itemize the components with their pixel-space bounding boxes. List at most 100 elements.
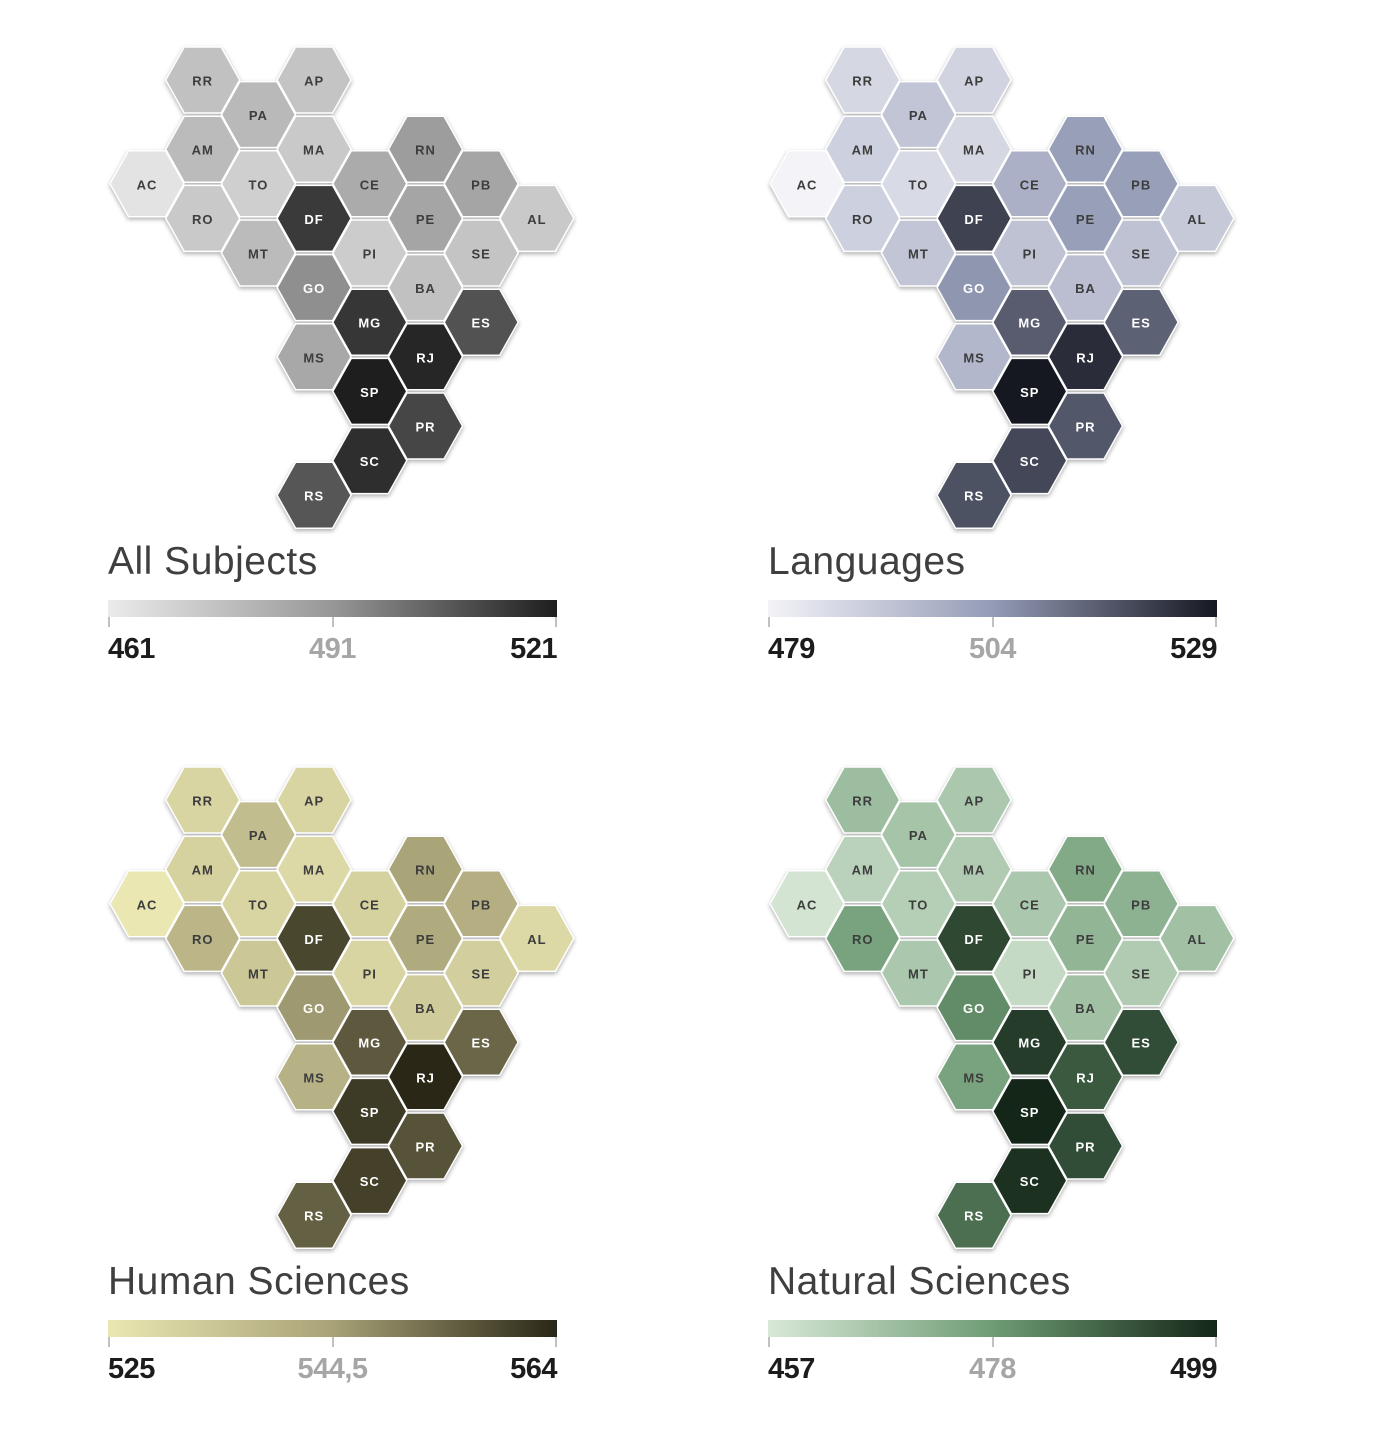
hex-label-SP: SP xyxy=(360,385,379,400)
hex-ES xyxy=(443,288,520,356)
hex-label-AM: AM xyxy=(192,143,214,158)
hex-label-PE: PE xyxy=(416,932,435,947)
hex-label-CE: CE xyxy=(360,897,380,912)
chart-title: Natural Sciences xyxy=(768,1260,1071,1303)
hex-AL xyxy=(1159,904,1235,973)
hex-label-RS: RS xyxy=(964,489,984,504)
hex-label-CE: CE xyxy=(1020,897,1040,912)
panel-human-sciences: AC RR AM RO PA TO MT AP MA DF GO MS RS CE PI MG SP SC RN PE… xyxy=(0,720,660,1440)
hex-BA xyxy=(1047,973,1124,1042)
hex-label-MG: MG xyxy=(1018,316,1041,331)
hex-DF xyxy=(276,184,352,253)
legend-gradient-bar xyxy=(768,1320,1217,1337)
legend-max-label: 521 xyxy=(510,633,557,665)
hex-label-MS: MS xyxy=(303,1070,325,1085)
hex-RS xyxy=(936,1181,1012,1249)
hex-PB xyxy=(443,870,520,938)
hex-label-ES: ES xyxy=(1132,316,1151,331)
hex-PE xyxy=(1047,904,1124,973)
chart-title: Languages xyxy=(768,540,966,583)
hex-label-RN: RN xyxy=(415,143,436,158)
hex-SP xyxy=(991,357,1068,426)
hex-label-AC: AC xyxy=(797,177,818,192)
hex-MS xyxy=(276,1043,352,1111)
hex-label-AP: AP xyxy=(304,794,324,809)
hex-MT xyxy=(880,939,957,1007)
hex-TO xyxy=(880,870,957,938)
hex-label-MS: MS xyxy=(963,350,985,365)
hex-MG xyxy=(331,288,408,356)
legend-tick-max xyxy=(555,617,557,627)
hex-label-RR: RR xyxy=(852,794,873,809)
hex-label-DF: DF xyxy=(304,212,323,227)
hex-RR xyxy=(824,766,901,834)
hex-label-PE: PE xyxy=(1076,932,1095,947)
hex-label-AC: AC xyxy=(797,897,818,912)
hex-label-BA: BA xyxy=(415,1001,436,1016)
hex-label-RN: RN xyxy=(1075,863,1096,878)
hex-CE xyxy=(331,150,408,218)
hex-label-SC: SC xyxy=(1020,454,1040,469)
hex-BA xyxy=(387,973,464,1042)
hex-label-PE: PE xyxy=(1076,212,1095,227)
legend-tick-min xyxy=(108,1337,110,1347)
hex-PA xyxy=(220,800,297,869)
hex-AL xyxy=(499,184,575,253)
hex-RR xyxy=(824,46,901,114)
legend-min-label: 461 xyxy=(108,633,155,665)
hex-AP xyxy=(936,766,1012,834)
hex-label-TO: TO xyxy=(908,897,928,912)
hex-MS xyxy=(936,323,1012,391)
legend-max-label: 499 xyxy=(1170,1353,1217,1385)
hex-label-RO: RO xyxy=(192,932,214,947)
hex-AP xyxy=(936,46,1012,114)
hex-label-RJ: RJ xyxy=(416,350,435,365)
hex-label-AL: AL xyxy=(527,932,546,947)
hex-label-GO: GO xyxy=(303,1001,325,1016)
hex-label-MA: MA xyxy=(303,863,325,878)
panel-natural-sciences: AC RR AM RO PA TO MT AP MA DF GO MS RS CE PI MG SP SC RN PE… xyxy=(660,720,1320,1440)
hex-label-AM: AM xyxy=(852,143,874,158)
hex-PB xyxy=(1103,150,1180,218)
hex-label-TO: TO xyxy=(248,177,268,192)
hex-label-RO: RO xyxy=(192,212,214,227)
hex-label-DF: DF xyxy=(964,932,983,947)
hex-SP xyxy=(331,1077,408,1146)
hex-SC xyxy=(991,1146,1068,1215)
hex-PA xyxy=(220,80,297,149)
hex-label-RR: RR xyxy=(192,794,213,809)
hex-label-PA: PA xyxy=(909,108,928,123)
legend-tick-max xyxy=(1215,617,1217,627)
hex-MT xyxy=(880,219,957,287)
hex-label-RO: RO xyxy=(852,932,874,947)
hex-label-PR: PR xyxy=(415,420,435,435)
hex-label-GO: GO xyxy=(963,1001,985,1016)
hex-SP xyxy=(991,1077,1068,1146)
hex-label-RO: RO xyxy=(852,212,874,227)
hex-PI xyxy=(331,219,408,287)
hex-PE xyxy=(387,184,464,253)
hex-label-PB: PB xyxy=(1131,897,1151,912)
hex-ES xyxy=(1103,288,1180,356)
hex-label-SP: SP xyxy=(1020,385,1039,400)
hexbin-map-human-sciences: AC RR AM RO PA TO MT AP MA DF GO MS RS CE PI MG SP SC RN PE… xyxy=(109,766,575,1249)
hex-label-MA: MA xyxy=(963,143,985,158)
legend-tick-mid xyxy=(992,1337,994,1347)
hex-TO xyxy=(220,870,297,938)
hex-label-SC: SC xyxy=(360,1174,380,1189)
hex-SE xyxy=(443,939,520,1007)
hex-label-PA: PA xyxy=(249,108,268,123)
hex-GO xyxy=(276,253,352,322)
hex-ES xyxy=(1103,1008,1180,1076)
hex-DF xyxy=(276,904,352,973)
hex-label-PR: PR xyxy=(1075,420,1095,435)
hex-label-AP: AP xyxy=(304,74,324,89)
hex-DF xyxy=(936,184,1012,253)
hex-SE xyxy=(1103,219,1180,287)
hex-label-BA: BA xyxy=(1075,1001,1096,1016)
hex-label-PR: PR xyxy=(415,1140,435,1155)
hex-label-RJ: RJ xyxy=(1076,1070,1095,1085)
hex-PI xyxy=(991,939,1068,1007)
hex-RN xyxy=(387,115,464,183)
hex-MA xyxy=(276,835,352,903)
